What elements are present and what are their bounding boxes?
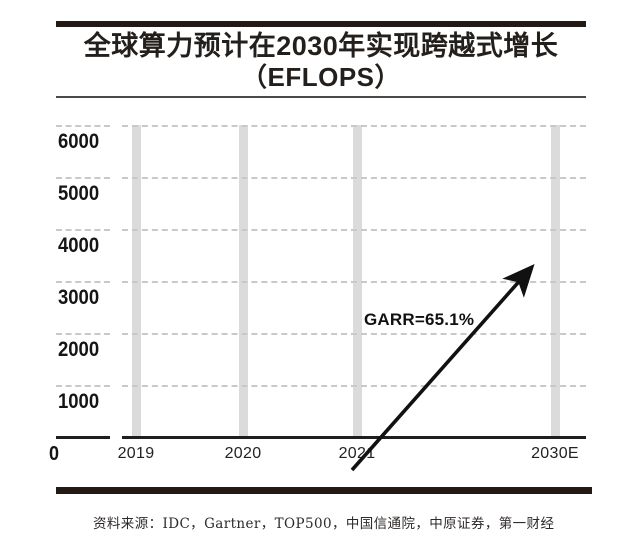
chart-title-line1: 全球算力预计在2030年实现跨越式增长 bbox=[83, 31, 559, 61]
x-axis-label-2020: 2020 bbox=[224, 445, 262, 462]
top-rule bbox=[56, 21, 586, 27]
gridline bbox=[122, 385, 586, 387]
bar-chart: 2030E 2021 2020 2019 0 6000 5000 4000 3000 2000 10… bbox=[0, 110, 640, 480]
gridline-gutter-segment bbox=[56, 281, 110, 283]
cagr-annotation: GARR=65.1% bbox=[364, 310, 475, 329]
y-axis-tick-label: 1000 bbox=[58, 390, 100, 413]
x-axis-label-2030E: 2030E bbox=[531, 445, 579, 462]
gridline bbox=[122, 229, 586, 231]
gridline bbox=[122, 281, 586, 283]
chart-title-line2: （EFLOPS） bbox=[240, 62, 401, 92]
bottom-rule bbox=[56, 487, 592, 494]
y-axis-tick-label: 3000 bbox=[58, 286, 100, 309]
gridline-gutter-segment bbox=[56, 385, 110, 387]
x-axis-left-segment bbox=[56, 436, 110, 439]
gridline bbox=[122, 177, 586, 179]
source-attribution: 资料来源：IDC，Gartner，TOP500，中国信通院，中原证券，第一财经 bbox=[93, 516, 555, 532]
x-axis-line bbox=[122, 436, 586, 439]
x-axis-label-2019: 2019 bbox=[117, 445, 155, 462]
y-axis-tick-label: 2000 bbox=[58, 338, 100, 361]
y-axis-zero-label: 0 bbox=[49, 443, 60, 465]
title-underline bbox=[56, 96, 586, 98]
gridline-gutter-segment bbox=[56, 229, 110, 231]
y-axis-tick-label: 4000 bbox=[58, 234, 100, 257]
gridline bbox=[122, 333, 586, 335]
gridline-gutter-segment bbox=[56, 125, 110, 127]
gridline-gutter-segment bbox=[56, 177, 110, 179]
y-axis-tick-label: 6000 bbox=[58, 130, 100, 153]
gridline bbox=[122, 125, 586, 127]
y-axis-tick-label: 5000 bbox=[58, 182, 100, 205]
x-axis-label-2021: 2021 bbox=[338, 445, 376, 462]
gridline-gutter-segment bbox=[56, 333, 110, 335]
